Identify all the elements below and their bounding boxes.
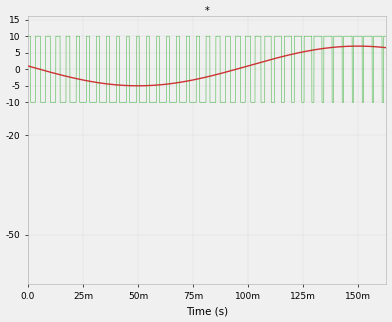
X-axis label: Time (s): Time (s) bbox=[186, 307, 228, 317]
Title: *: * bbox=[205, 5, 210, 15]
